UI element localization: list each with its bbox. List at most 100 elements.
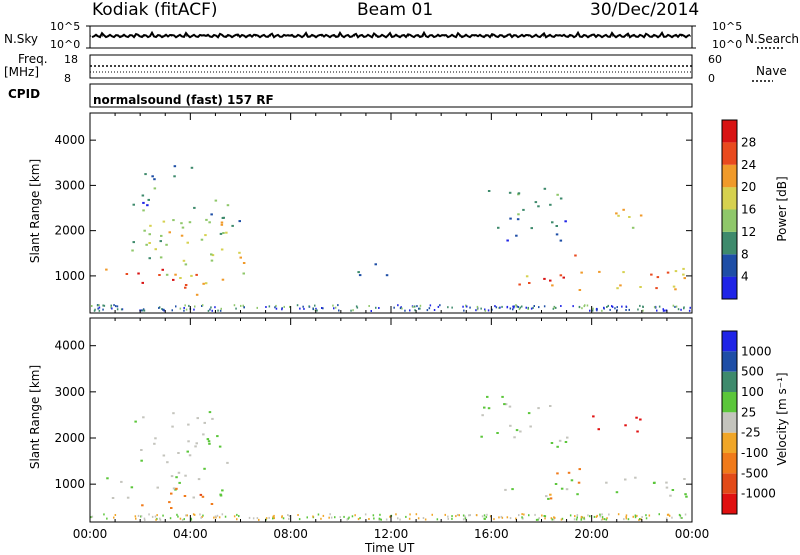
velocity-echo-cell <box>156 486 159 489</box>
velocity-near-range-cell <box>551 518 553 521</box>
velocity-near-range-cell <box>561 517 564 520</box>
velocity-near-range-cell <box>535 518 538 521</box>
power-echo-cell <box>222 216 225 219</box>
power-echo-cell <box>559 239 563 242</box>
velocity-near-range-cell <box>216 514 219 517</box>
velocity-near-range-cell <box>201 516 203 518</box>
power-echo-cell <box>208 221 211 224</box>
power-near-range-cell <box>333 307 335 310</box>
power-near-range-cell <box>476 305 479 308</box>
velocity-near-range-cell <box>601 513 603 516</box>
velocity-echo-cell <box>481 414 484 417</box>
power-echo-cell <box>543 277 546 280</box>
power-near-range-cell <box>494 305 496 308</box>
power-echo-cell <box>530 227 533 230</box>
power-near-range-cell <box>289 305 291 308</box>
velocity-near-range-cell <box>665 517 668 520</box>
power-echo-cell <box>219 232 223 235</box>
power-near-range-cell <box>614 307 616 310</box>
velocity-near-range-cell <box>486 513 488 516</box>
velocity-near-range-cell <box>639 518 641 520</box>
power-echo-cell <box>220 248 224 251</box>
velocity-near-range-cell <box>357 518 360 521</box>
velocity-colorbar-segment <box>722 331 737 352</box>
power-ytick-label: 4000 <box>54 133 85 147</box>
velocity-echo-cell <box>556 472 559 475</box>
velocity-echo-cell <box>170 475 174 478</box>
power-echo-cell <box>622 208 625 211</box>
power-echo-cell <box>242 262 246 264</box>
velocity-echo-cell <box>187 440 190 443</box>
velocity-echo-cell <box>140 459 143 462</box>
velocity-echo-cell <box>194 445 197 448</box>
velocity-echo-cell <box>192 496 195 499</box>
power-echo-cell <box>622 271 625 274</box>
velocity-near-range-cell <box>679 516 682 519</box>
power-near-range-cell <box>683 306 685 309</box>
power-near-range-cell <box>414 309 416 312</box>
velocity-echo-cell <box>188 454 192 457</box>
velocity-near-range-cell <box>179 517 182 520</box>
velocity-echo-cell <box>592 415 595 418</box>
power-near-range-cell <box>207 309 210 312</box>
power-near-range-cell <box>625 309 627 311</box>
power-near-range-cell <box>513 305 515 308</box>
velocity-near-range-cell <box>544 515 547 518</box>
velocity-echo-cell <box>166 461 169 464</box>
power-near-range-cell <box>533 305 535 307</box>
velocity-near-range-cell <box>137 514 140 517</box>
velocity-echo-cell <box>527 412 531 415</box>
power-near-range-cell <box>662 309 665 312</box>
power-near-range-cell <box>609 308 611 311</box>
velocity-near-range-cell <box>528 514 530 517</box>
velocity-near-range-cell <box>554 516 556 519</box>
x-tick-label: 00:00 <box>675 527 710 541</box>
power-near-range-cell <box>281 308 283 311</box>
velocity-near-range-cell <box>193 513 196 516</box>
power-echo-cell <box>184 284 188 286</box>
power-near-range-cell <box>688 309 691 312</box>
velocity-echo-cell <box>142 416 145 419</box>
x-tick-label: 12:00 <box>374 527 409 541</box>
velocity-near-range-cell <box>312 515 314 518</box>
power-near-range-cell <box>596 307 598 310</box>
velocity-near-range-cell <box>409 513 411 516</box>
power-near-range-cell <box>465 304 467 307</box>
power-echo-cell <box>214 199 218 202</box>
velocity-near-range-cell <box>169 517 172 520</box>
freq-label: Freq. <box>18 52 48 66</box>
velocity-echo-cell <box>177 471 181 474</box>
velocity-echo-cell <box>576 493 579 496</box>
velocity-echo-cell <box>201 495 205 498</box>
velocity-near-range-cell <box>602 518 604 521</box>
power-near-range-cell <box>560 305 562 307</box>
power-near-range-cell <box>332 304 334 307</box>
freq-tick-bottom: 8 <box>64 72 71 85</box>
power-echo-cell <box>374 263 377 266</box>
power-echo-cell <box>518 283 521 286</box>
velocity-near-range-cell <box>380 518 382 521</box>
power-near-range-cell <box>217 309 219 312</box>
velocity-near-range-cell <box>576 516 578 519</box>
power-near-range-cell <box>658 305 661 308</box>
power-echo-cell <box>656 276 660 279</box>
power-echo-cell <box>148 242 151 244</box>
velocity-near-range-cell <box>233 515 236 518</box>
velocity-near-range-cell <box>462 518 465 521</box>
velocity-colorbar-segment <box>722 473 737 494</box>
power-echo-cell <box>508 191 512 194</box>
velocity-near-range-cell <box>144 518 146 521</box>
power-near-range-cell <box>93 309 96 312</box>
velocity-echo-cell <box>184 474 187 477</box>
velocity-echo-cell <box>665 481 668 484</box>
power-echo-cell <box>598 270 601 273</box>
power-near-range-cell <box>466 305 468 308</box>
power-near-range-cell <box>487 309 490 312</box>
velocity-near-range-cell <box>192 513 195 516</box>
power-near-range-cell <box>98 304 100 307</box>
power-near-range-cell <box>275 307 278 310</box>
velocity-near-range-cell <box>140 515 143 518</box>
velocity-near-range-cell <box>379 513 381 516</box>
velocity-near-range-cell <box>91 515 94 518</box>
power-near-range-cell <box>352 309 354 312</box>
